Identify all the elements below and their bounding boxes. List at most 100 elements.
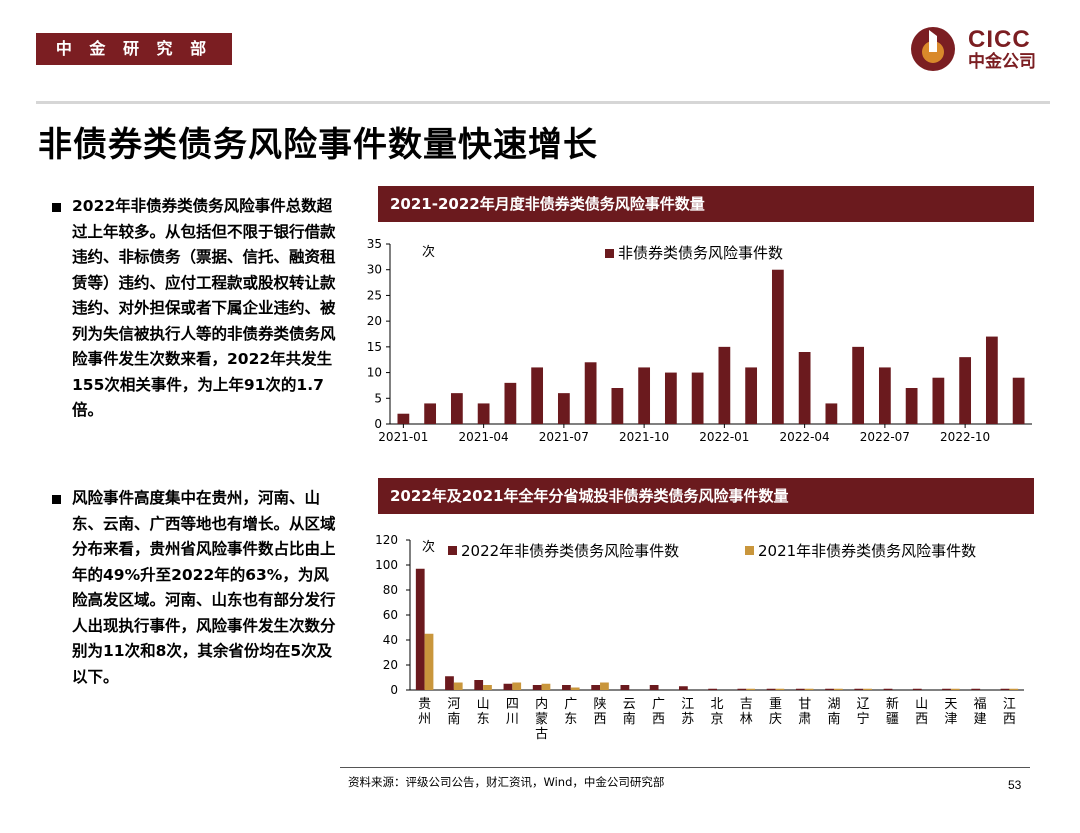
x-tick-label: 内蒙古 [535,696,548,742]
bar-山东-2022 [474,680,484,690]
x-tick-label: 北京 [710,697,723,727]
legend-swatch [605,249,614,258]
bar-陕西-2021 [600,682,609,690]
x-tick-label: 陕西 [594,697,607,727]
bar-2022-03 [771,269,784,424]
bar-2021-02 [424,403,437,424]
bar-湖南-2022 [825,688,834,690]
bar-2022-05 [825,403,838,424]
x-tick-label: 广西 [652,697,665,727]
y-axis-unit-label: 次 [422,539,435,555]
x-tick-label: 贵州 [418,697,431,727]
y-tick-label: 10 [367,366,382,380]
x-tick-label: 2021-07 [539,430,589,444]
x-tick-label: 辽宁 [857,697,870,727]
y-tick-label: 0 [374,417,382,431]
bar-山东-2021 [483,685,492,690]
bar-吉林-2021 [746,688,756,690]
bar-2021-11 [664,372,677,424]
bar-辽宁-2021 [863,688,872,690]
bar-2021-05 [504,382,517,424]
monthly-bar-chart: 0 5 10 15 20 25 30 35 次 2021-01 2021-04 2021-07 2021… [367,237,1032,444]
legend-swatch-2021 [745,546,754,555]
bullet-text: 2022年非债券类债务风险事件总数超过上年较多。从包括但不限于银行借款违约、非标… [72,197,336,419]
bar-湖南-2021 [833,688,843,690]
x-tick-label: 新疆 [886,696,899,727]
bar-福建-2022 [971,688,981,690]
x-tick-label: 福建 [974,697,987,727]
bar-2022-12 [1012,377,1025,424]
bar-重庆-2021 [775,688,785,690]
x-tick-label: 重庆 [769,696,782,727]
bar-广西-2022 [649,685,659,690]
bar-2021-09 [611,388,624,424]
bar-贵州-2021 [424,633,434,690]
bar-2021-07 [557,393,570,424]
bar-重庆-2022 [766,688,776,690]
x-tick-label: 江苏 [681,697,694,727]
y-tick-label: 20 [383,658,398,672]
cicc-logo-icon [911,27,955,71]
x-tick-label: 山西 [915,697,928,727]
bar-广东-2021 [570,687,580,690]
bullet-square-icon [52,203,61,212]
bar-甘肃-2021 [804,688,814,690]
bar-新疆-2022 [883,688,893,690]
bar-2022-08 [905,388,918,424]
bar-山西-2022 [912,688,922,690]
bullet-text: 风险事件高度集中在贵州，河南、山东、云南、广西等地也有增长。从区域分布来看，贵州… [72,489,336,686]
bar-江西-2021 [1009,688,1019,690]
x-tick-label: 天津 [944,697,957,727]
bar-2022-04 [798,352,811,424]
bar-广东-2022 [562,685,571,690]
bar-天津-2022 [942,688,951,690]
bar-吉林-2022 [737,688,747,690]
bar-2021-01 [397,413,410,424]
bullet-point-2: 风险事件高度集中在贵州，河南、山东、云南、广西等地也有增长。从区域分布来看，贵州… [52,486,342,690]
bar-四川-2022 [503,683,513,690]
x-tick-label: 2022-04 [780,430,830,444]
x-tick-label: 2022-07 [860,430,910,444]
bar-2021-03 [450,393,463,424]
page-title: 非债券类债务风险事件数量快速增长 [38,125,598,165]
bar-四川-2021 [512,682,522,690]
legend-label-2021: 2021年非债券类债务风险事件数 [758,542,976,560]
x-tick-label: 甘肃 [798,697,811,727]
y-tick-label: 30 [367,263,382,277]
bullet-square-icon [52,495,61,504]
y-tick-label: 100 [375,558,398,572]
y-tick-label: 15 [367,340,382,354]
bar-北京-2022 [708,688,717,690]
bar-2022-07 [878,367,891,424]
y-tick-label: 20 [367,314,382,328]
bar-江西-2022 [1000,688,1010,690]
source-note: 资料来源：评级公司公告，财汇资讯，Wind，中金公司研究部 [348,775,665,789]
bar-河南-2022 [445,676,454,690]
bullet-point-1: 2022年非债券类债务风险事件总数超过上年较多。从包括但不限于银行借款违约、非标… [52,194,342,424]
department-badge: 中 金 研 究 部 [36,33,232,65]
bar-2021-06 [531,367,544,424]
y-tick-label: 80 [383,583,398,597]
bar-云南-2022 [620,685,630,690]
chart2-title: 2022年及2021年全年分省城投非债券类债务风险事件数量 [378,478,1034,514]
page-number: 53 [1008,778,1022,792]
y-tick-label: 120 [375,533,398,547]
bar-陕西-2022 [591,685,601,690]
y-tick-label: 0 [390,683,398,697]
y-tick-label: 25 [367,288,382,302]
legend-label-2022: 2022年非债券类债务风险事件数 [461,542,679,560]
x-tick-label: 吉林 [740,697,753,727]
bar-2022-06 [852,346,865,424]
x-tick-label: 2022-01 [699,430,749,444]
x-tick-label: 四川 [506,697,519,727]
footer-divider [340,767,1030,768]
bar-贵州-2022 [415,568,425,690]
bar-2022-11 [985,336,998,424]
y-tick-label: 60 [383,608,398,622]
x-tick-label: 湖南 [827,697,840,727]
bar-辽宁-2022 [854,688,864,690]
bar-2021-10 [638,367,651,424]
bar-内蒙古-2021 [541,683,551,690]
legend-swatch-2022 [448,546,457,555]
x-tick-label: 河南 [447,697,460,727]
